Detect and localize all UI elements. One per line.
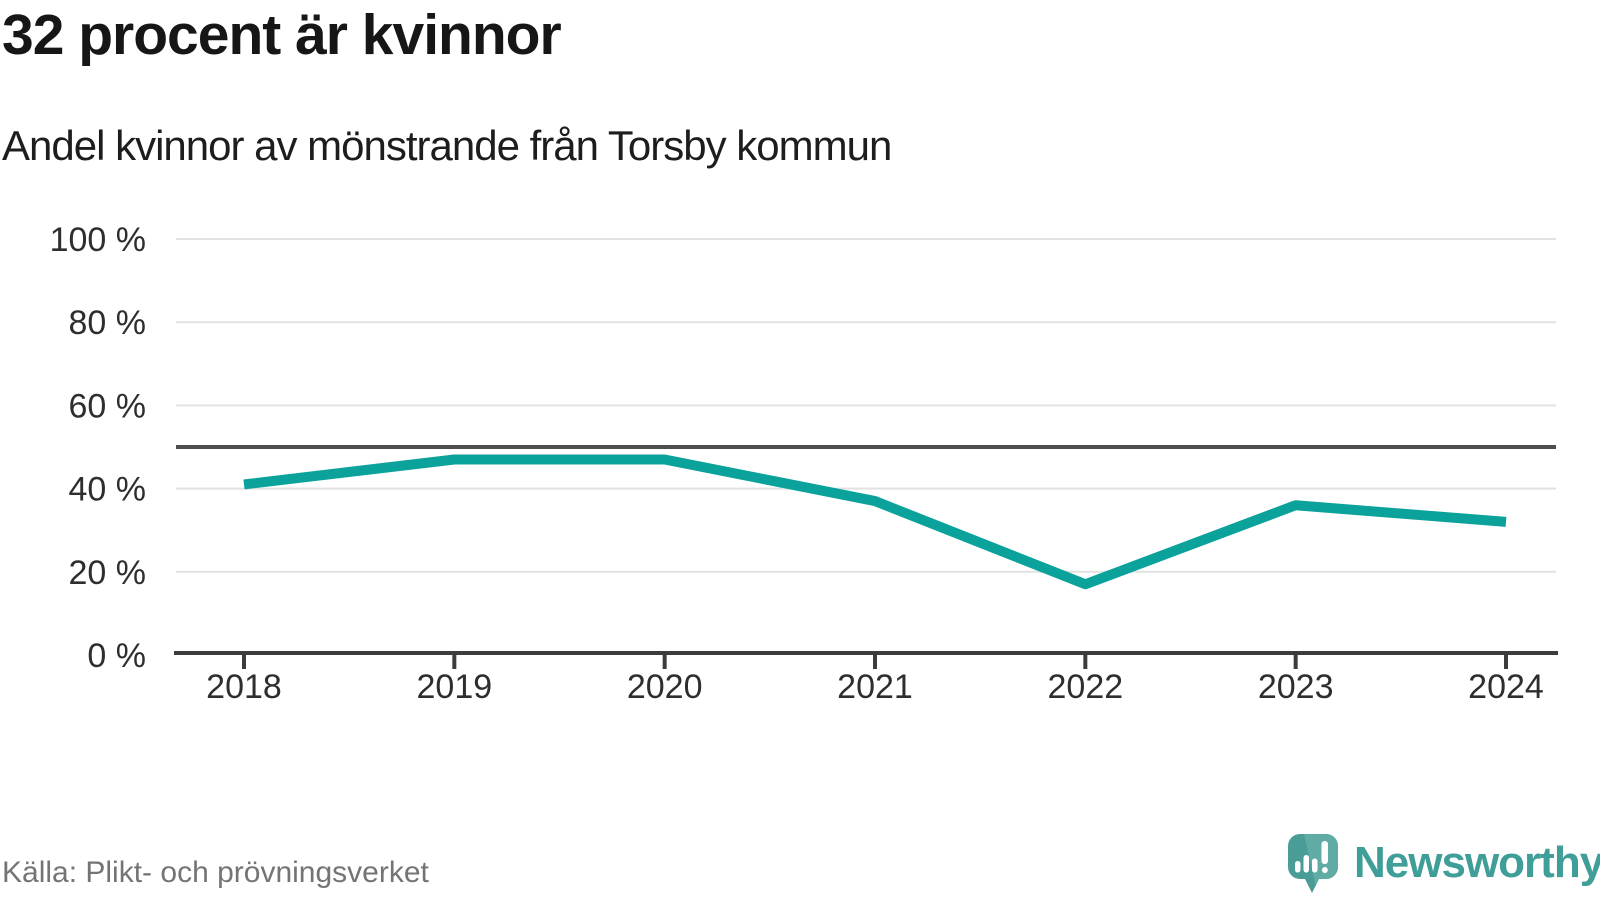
brand-logo: Newsworthy [1288,834,1600,896]
axis-tick [242,655,246,669]
chart-subtitle: Andel kvinnor av mönstrande från Torsby … [2,122,892,169]
data-line [243,454,1507,590]
x-tick-label: 2020 [627,668,703,706]
x-tick-label: 2019 [417,668,493,706]
x-tick-label: 2024 [1468,668,1544,706]
y-tick-label: 80 % [69,304,147,342]
brand-name: Newsworthy [1354,838,1600,887]
y-tick-label: 0 % [87,637,146,675]
axis-tick [873,655,877,669]
axis-tick [662,655,667,669]
chart-title: 32 procent är kvinnor [2,3,562,67]
axis-tick [452,655,457,669]
gridline [176,238,1556,240]
gridline [176,487,1556,490]
y-tick-label: 60 % [69,387,147,425]
reference-line [176,445,1556,449]
x-tick-label: 2023 [1258,668,1334,706]
y-tick-label: 20 % [69,554,147,592]
gridline [176,404,1556,407]
axis-tick [1083,655,1088,669]
x-axis [174,651,1558,655]
gridline [176,321,1556,324]
axis-tick [1293,655,1298,669]
x-tick-label: 2018 [206,668,282,706]
y-tick-label: 40 % [69,471,147,509]
y-tick-label: 100 % [50,221,146,259]
mini-bar-chart-glyph [1295,841,1328,873]
x-tick-label: 2021 [837,668,913,706]
gridline [176,570,1556,573]
newsworthy-icon [1288,834,1338,893]
axis-tick [1504,655,1508,669]
x-tick-label: 2022 [1048,668,1124,706]
source-note: Källa: Plikt- och prövningsverket [2,856,429,889]
